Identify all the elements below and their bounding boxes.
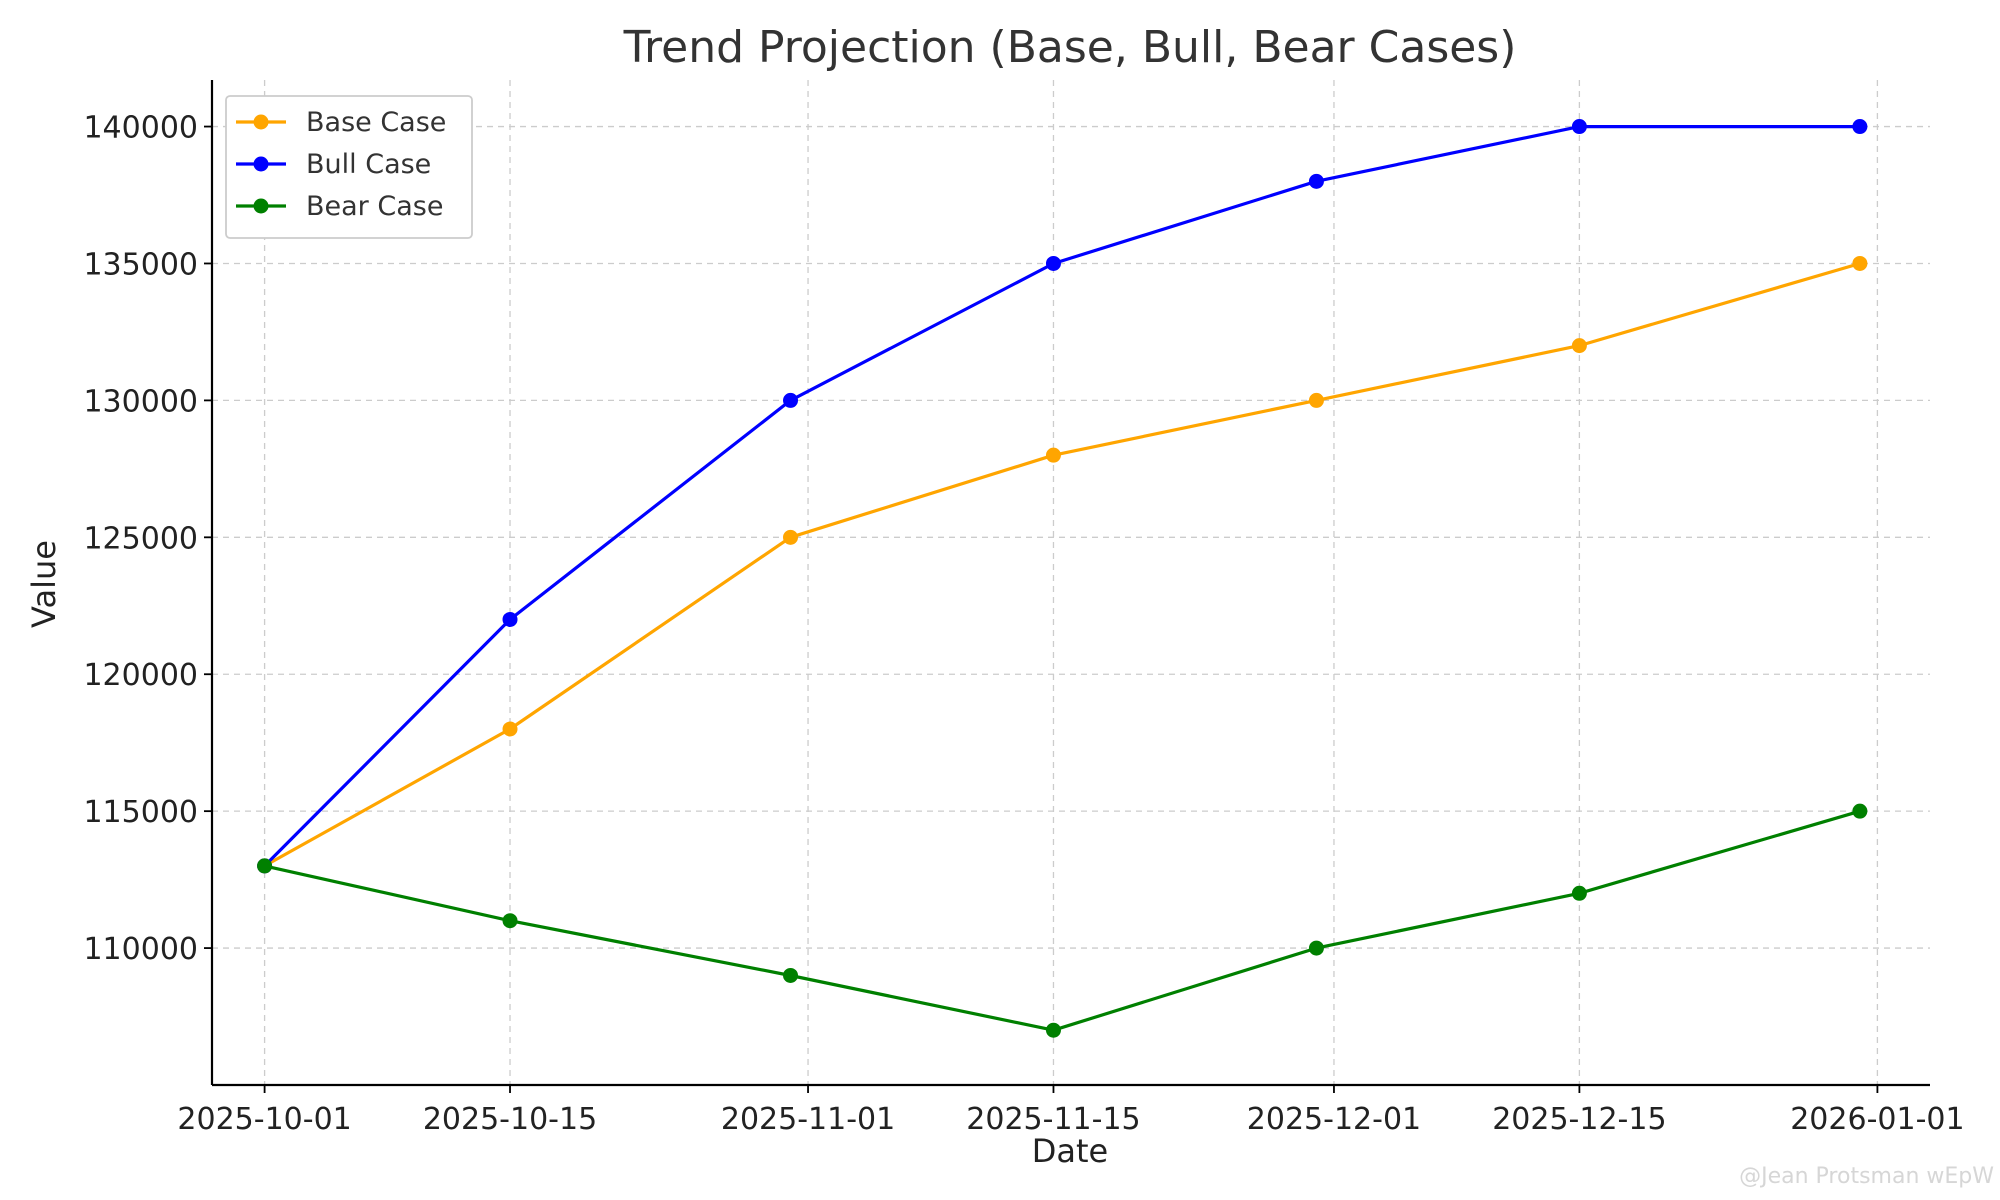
series-group: [257, 119, 1868, 1038]
grid: [212, 80, 1930, 1085]
data-point-bull-case: [1571, 119, 1587, 135]
data-point-bear-case: [1571, 885, 1587, 901]
data-point-base-case: [1045, 447, 1061, 463]
series-bear-case: [257, 803, 1868, 1038]
data-point-bull-case: [1308, 173, 1324, 189]
data-point-bear-case: [257, 858, 273, 874]
x-tick-label: 2025-11-01: [721, 1102, 895, 1137]
data-point-base-case: [1308, 392, 1324, 408]
data-point-bear-case: [502, 913, 518, 929]
series-line-base-case: [263, 261, 1861, 868]
legend: Base Case Bull Case Bear Case: [225, 95, 473, 239]
data-point-bear-case: [783, 967, 799, 983]
data-point-bear-case: [1308, 940, 1324, 956]
y-tick-label: 115000: [83, 795, 198, 830]
y-tick-label: 110000: [83, 932, 198, 967]
x-axis-title: Date: [1032, 1132, 1108, 1170]
data-point-base-case: [783, 529, 799, 545]
data-point-bull-case: [783, 392, 799, 408]
legend-swatch-marker: [253, 114, 269, 130]
x-tick-label: 2025-11-15: [966, 1102, 1140, 1137]
data-point-bull-case: [502, 611, 518, 627]
chart-title: Trend Projection (Base, Bull, Bear Cases…: [623, 22, 1517, 73]
data-point-bear-case: [1852, 803, 1868, 819]
data-point-bull-case: [1045, 255, 1061, 271]
legend-item-base-case: Base Case: [236, 107, 446, 138]
legend-item-bear-case: Bear Case: [236, 191, 443, 222]
data-point-base-case: [1571, 338, 1587, 354]
y-axis-title: Value: [25, 540, 63, 628]
legend-frame: [225, 95, 473, 239]
legend-label: Base Case: [306, 107, 446, 138]
series-base-case: [257, 255, 1868, 874]
y-tick-label: 140000: [83, 111, 198, 146]
watermark-text: @Jean Protsman wEpW: [1739, 1164, 1994, 1189]
legend-label: Bull Case: [306, 149, 431, 180]
y-tick-label: 130000: [83, 384, 198, 419]
legend-label: Bear Case: [306, 191, 443, 222]
axes: 2025-10-01 2025-10-15 2025-11-01 2025-11-15…: [83, 80, 1965, 1137]
data-point-base-case: [1852, 255, 1868, 271]
x-tick-label: 2025-12-15: [1492, 1102, 1666, 1137]
x-tick-label: 2025-10-01: [177, 1102, 351, 1137]
legend-item-bull-case: Bull Case: [236, 149, 431, 180]
y-tick-label: 135000: [83, 247, 198, 282]
data-point-bear-case: [1045, 1022, 1061, 1038]
legend-swatch-marker: [253, 198, 269, 214]
x-tick-label: 2025-10-15: [423, 1102, 597, 1137]
legend-swatch-marker: [253, 156, 269, 172]
data-point-base-case: [502, 721, 518, 737]
x-tick-label: 2025-12-01: [1247, 1102, 1421, 1137]
y-tick-label: 120000: [83, 658, 198, 693]
series-bull-case: [257, 119, 1868, 874]
data-point-bull-case: [1852, 119, 1868, 135]
x-tick-label: 2026-01-01: [1790, 1102, 1964, 1137]
y-tick-label: 125000: [83, 521, 198, 556]
series-line-bull-case: [263, 124, 1860, 868]
